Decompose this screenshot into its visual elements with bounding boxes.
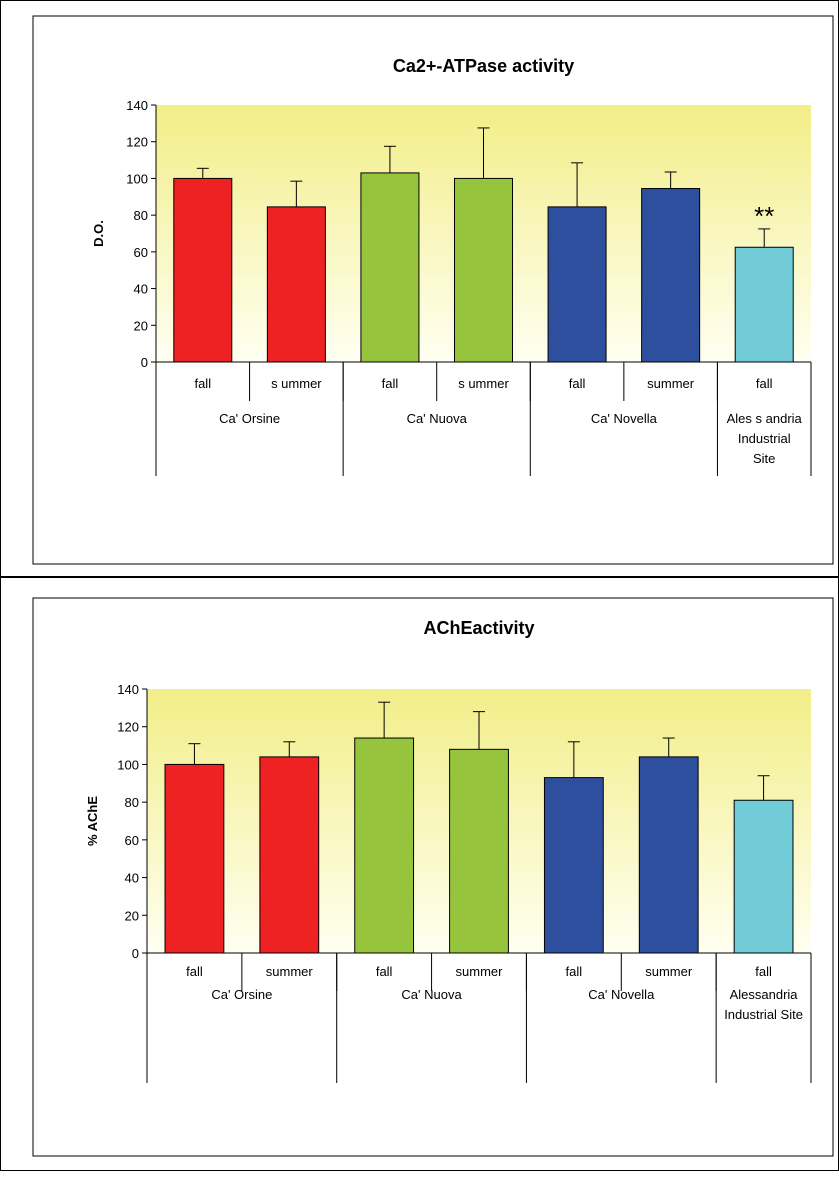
bar: [641, 188, 701, 363]
bar: [734, 246, 794, 363]
y-tick-label: 40: [134, 282, 148, 297]
x-group-label: Ca' Novella: [591, 411, 658, 426]
chart-panel-border: [32, 597, 834, 1157]
bar: [453, 177, 514, 363]
x-group-label: Ca' Orsine: [219, 411, 280, 426]
y-tick-label: 80: [134, 208, 148, 223]
x-category-label: fall: [569, 376, 586, 391]
y-tick-label: 100: [126, 171, 148, 186]
x-category-label: summer: [645, 964, 693, 979]
bar: [164, 763, 225, 954]
x-category-label: fall: [382, 376, 399, 391]
x-category-label: fall: [755, 964, 772, 979]
y-tick-label: 0: [132, 946, 139, 961]
y-tick-label: 80: [125, 795, 139, 810]
x-group-label: Alessandria: [730, 987, 799, 1002]
significance-marker: **: [754, 201, 774, 231]
x-group-label: Ca' Novella: [588, 987, 655, 1002]
x-category-label: s ummer: [458, 376, 509, 391]
x-category-label: s ummer: [271, 376, 322, 391]
y-tick-label: 60: [125, 833, 139, 848]
x-category-label: summer: [647, 376, 695, 391]
y-tick-label: 140: [117, 682, 139, 697]
bar: [173, 177, 233, 363]
x-group-label: Site: [753, 451, 775, 466]
bar: [259, 756, 320, 954]
x-group-label: Ales s andria: [727, 411, 803, 426]
y-tick-label: 0: [141, 355, 148, 370]
bar: [266, 206, 326, 363]
y-axis-label: % AChE: [85, 796, 100, 846]
bar: [638, 756, 699, 954]
bar: [543, 777, 604, 954]
bar: [733, 799, 794, 954]
chart-frame-top: Ca2+-ATPase activity 0 20 40 60 80 100 120 140 D.…: [0, 0, 839, 577]
bar: [547, 206, 607, 363]
chart-title: Ca2+-ATPase activity: [393, 56, 574, 76]
x-category-label: fall: [566, 964, 583, 979]
y-tick-label: 20: [134, 318, 148, 333]
x-group-label: Industrial: [738, 431, 791, 446]
x-group-label: Ca' Nuova: [401, 987, 462, 1002]
y-tick-label: 120: [126, 135, 148, 150]
x-group-label: Ca' Orsine: [211, 987, 272, 1002]
chart-title: AChEactivity: [423, 618, 534, 638]
x-category-label: summer: [456, 964, 504, 979]
y-tick-label: 100: [117, 757, 139, 772]
x-category-label: fall: [194, 376, 211, 391]
y-tick-label: 140: [126, 98, 148, 113]
bar: [360, 172, 420, 363]
y-axis-label: D.O.: [91, 220, 106, 247]
chart-ache: AChEactivity 0 20 40 60 80 100 120 140 % AChE fall…: [32, 597, 834, 1157]
y-tick-label: 60: [134, 245, 148, 260]
y-tick-label: 40: [125, 871, 139, 886]
x-category-label: fall: [756, 376, 773, 391]
chart-panel-border: [32, 15, 834, 565]
chart-frame-bottom: AChEactivity 0 20 40 60 80 100 120 140 % AChE fall…: [0, 577, 839, 1171]
y-tick-label: 120: [117, 720, 139, 735]
bar: [354, 737, 415, 954]
x-category-label: fall: [376, 964, 393, 979]
chart-ca-atpase: Ca2+-ATPase activity 0 20 40 60 80 100 120 140 D.…: [32, 15, 834, 565]
x-category-label: fall: [186, 964, 203, 979]
bar: [449, 748, 509, 954]
x-group-label: Ca' Nuova: [407, 411, 468, 426]
x-category-label: summer: [266, 964, 314, 979]
y-tick-label: 20: [125, 908, 139, 923]
x-group-label: Industrial Site: [724, 1007, 803, 1022]
